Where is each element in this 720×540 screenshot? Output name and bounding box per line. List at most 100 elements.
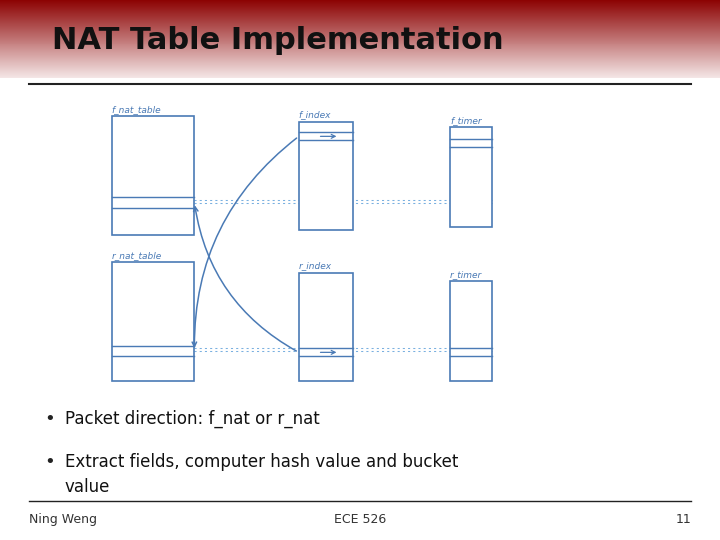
Text: •: • — [45, 409, 55, 428]
FancyArrowPatch shape — [194, 207, 297, 351]
Bar — [0, 52, 720, 54]
Bar — [0, 0, 720, 1]
Bar — [0, 74, 720, 76]
Bar — [0, 54, 720, 56]
Text: f_timer: f_timer — [450, 116, 482, 125]
Text: f_index: f_index — [299, 110, 331, 119]
Bar — [0, 14, 720, 16]
Bar — [0, 55, 720, 57]
Bar — [0, 66, 720, 68]
Bar — [0, 44, 720, 46]
Bar — [0, 59, 720, 60]
Bar — [0, 48, 720, 49]
Bar — [0, 5, 720, 7]
Bar — [0, 33, 720, 34]
Bar — [0, 31, 720, 32]
Bar — [0, 11, 720, 13]
Bar — [0, 37, 720, 38]
Bar — [0, 21, 720, 23]
Bar — [0, 40, 720, 42]
Bar — [0, 60, 720, 62]
Bar — [0, 56, 720, 58]
Bar — [0, 16, 720, 18]
Bar — [0, 29, 720, 30]
Bar — [0, 36, 720, 37]
Bar — [0, 27, 720, 29]
Bar — [0, 2, 720, 4]
Bar — [0, 12, 720, 14]
Text: Ning Weng: Ning Weng — [29, 513, 96, 526]
Bar — [0, 23, 720, 24]
Bar — [0, 57, 720, 59]
Bar — [0, 17, 720, 18]
Bar — [0, 24, 720, 25]
Bar — [0, 58, 720, 60]
Bar — [112, 262, 194, 381]
Bar — [0, 49, 720, 51]
Bar — [0, 62, 720, 64]
Bar — [0, 35, 720, 36]
Bar — [0, 38, 720, 39]
Bar — [0, 2, 720, 3]
Text: f_nat_table: f_nat_table — [112, 105, 161, 114]
Bar — [0, 67, 720, 69]
Bar — [0, 70, 720, 71]
Bar — [0, 71, 720, 72]
Bar — [0, 46, 720, 48]
Bar — [0, 26, 720, 28]
Text: NAT Table Implementation: NAT Table Implementation — [52, 26, 503, 55]
Bar — [0, 42, 720, 43]
Bar — [0, 76, 720, 77]
FancyArrowPatch shape — [192, 138, 297, 347]
Bar — [0, 44, 720, 45]
Bar — [112, 116, 194, 235]
Bar — [0, 45, 720, 47]
Bar — [0, 22, 720, 23]
Bar — [0, 33, 720, 35]
Text: 11: 11 — [675, 513, 691, 526]
Bar — [0, 63, 720, 65]
Bar — [299, 122, 353, 230]
Bar — [450, 281, 492, 381]
Bar — [0, 18, 720, 19]
Bar — [0, 7, 720, 9]
Bar — [0, 53, 720, 55]
Bar — [0, 15, 720, 17]
Bar — [0, 32, 720, 33]
Bar — [0, 51, 720, 53]
Bar — [0, 3, 720, 5]
Bar — [0, 8, 720, 10]
Bar — [0, 61, 720, 63]
Bar — [0, 19, 720, 21]
Text: r_index: r_index — [299, 261, 332, 271]
Bar — [0, 64, 720, 65]
Bar — [0, 50, 720, 52]
Bar — [0, 1, 720, 2]
Bar — [0, 13, 720, 15]
Text: Packet direction: f_nat or r_nat: Packet direction: f_nat or r_nat — [65, 409, 320, 428]
Bar — [0, 77, 720, 78]
Bar — [0, 28, 720, 29]
Bar — [0, 68, 720, 70]
Bar — [0, 39, 720, 40]
Bar — [0, 9, 720, 11]
Bar — [0, 6, 720, 8]
Bar — [0, 73, 720, 75]
Text: ECE 526: ECE 526 — [334, 513, 386, 526]
Text: r_timer: r_timer — [450, 269, 482, 279]
Bar — [0, 4, 720, 6]
Bar — [0, 65, 720, 66]
Bar — [0, 75, 720, 76]
Bar — [0, 72, 720, 73]
Bar — [299, 273, 353, 381]
Bar — [450, 127, 492, 227]
Text: Extract fields, computer hash value and bucket
value: Extract fields, computer hash value and … — [65, 453, 458, 496]
Text: r_nat_table: r_nat_table — [112, 251, 162, 260]
Bar — [0, 49, 720, 50]
Bar — [0, 10, 720, 12]
Bar — [0, 39, 720, 41]
Bar — [0, 25, 720, 26]
Bar — [0, 43, 720, 44]
Text: •: • — [45, 453, 55, 470]
Bar — [0, 30, 720, 31]
